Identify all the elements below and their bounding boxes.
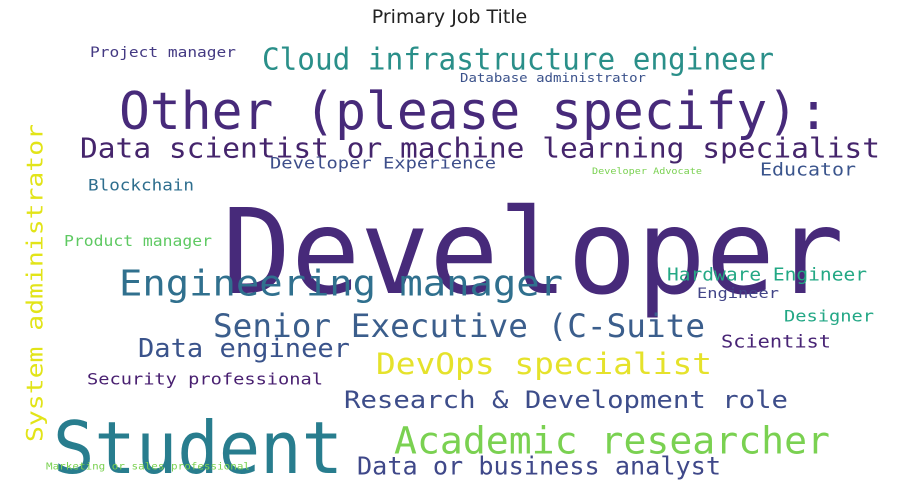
word-developer: Developer xyxy=(222,183,844,321)
word-research-development-role: Research & Development role xyxy=(344,386,788,414)
word-project-manager: Project manager xyxy=(90,45,236,61)
word-data-engineer: Data engineer xyxy=(138,334,350,364)
word-developer-experience: Developer Experience xyxy=(270,154,496,173)
word-academic-researcher: Academic researcher xyxy=(394,420,830,463)
word-scientist: Scientist xyxy=(721,332,831,353)
word-developer-advocate: Developer Advocate xyxy=(592,167,702,177)
word-engineer: Engineer xyxy=(697,286,779,302)
word-other-please-specify: Other (please specify): xyxy=(119,82,829,142)
word-system-administrator: System administrator xyxy=(24,124,49,442)
word-engineering-manager: Engineering manager xyxy=(119,264,563,305)
word-product-manager: Product manager xyxy=(64,232,212,250)
word-cloud-infrastructure-engineer: Cloud infrastructure engineer xyxy=(262,43,774,78)
word-devops-specialist: DevOps specialist xyxy=(376,347,712,381)
word-database-administrator: Database administrator xyxy=(460,71,646,85)
word-educator: Educator xyxy=(760,160,856,181)
word-security-professional: Security professional xyxy=(87,370,323,389)
word-data-or-business-analyst: Data or business analyst xyxy=(357,452,721,481)
word-senior-executive-c-suite: Senior Executive (C-Suite xyxy=(213,307,705,345)
word-marketing-or-sales-professional: Marketing or sales professional xyxy=(46,462,250,473)
word-hardware-engineer: Hardware Engineer xyxy=(667,265,867,286)
word-blockchain: Blockchain xyxy=(88,176,194,195)
chart-title: Primary Job Title xyxy=(371,6,528,28)
word-student: Student xyxy=(53,406,343,484)
word-data-scientist-or-machine-learning-specialist: Data scientist or machine learning speci… xyxy=(80,132,880,165)
word-designer: Designer xyxy=(784,307,874,326)
